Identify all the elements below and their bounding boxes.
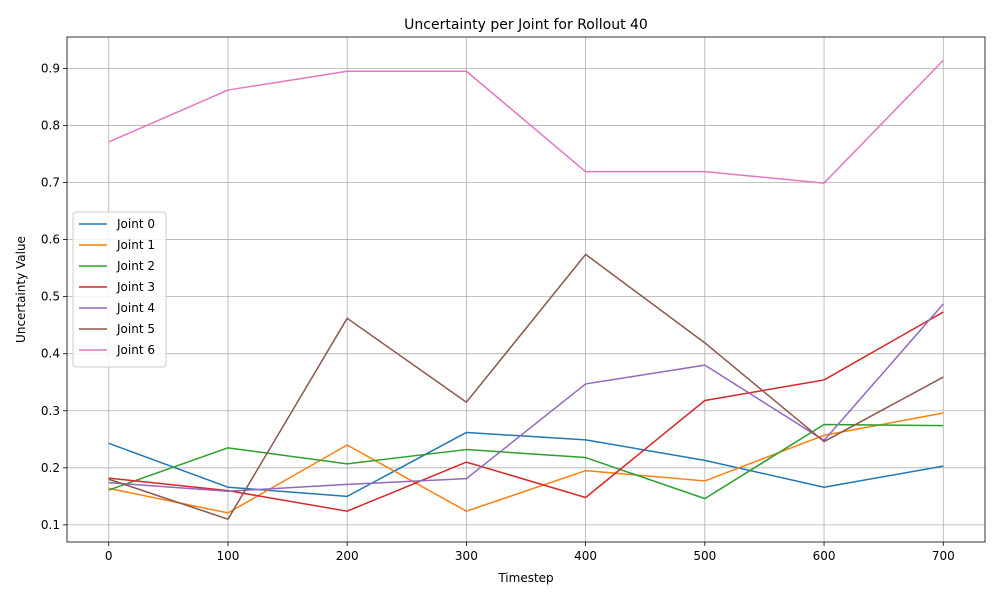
y-tick-label: 0.3 — [41, 404, 60, 418]
legend-label: Joint 3 — [116, 280, 155, 294]
x-tick-label: 200 — [336, 549, 359, 563]
y-tick-label: 0.4 — [41, 347, 60, 361]
y-tick-label: 0.2 — [41, 461, 60, 475]
x-tick-label: 700 — [932, 549, 955, 563]
series-line-joint-4 — [108, 303, 944, 492]
series-line-joint-6 — [108, 59, 944, 184]
x-tick-label: 300 — [455, 549, 478, 563]
series-line-joint-1 — [108, 412, 944, 514]
legend-label: Joint 2 — [116, 259, 155, 273]
y-tick-label: 0.1 — [41, 518, 60, 532]
chart-title: Uncertainty per Joint for Rollout 40 — [404, 17, 648, 33]
x-tick-label: 0 — [105, 549, 113, 563]
legend-label: Joint 4 — [116, 301, 155, 315]
y-tick-label: 0.8 — [41, 118, 60, 132]
legend-label: Joint 1 — [116, 238, 155, 252]
series-line-joint-5 — [108, 253, 944, 520]
legend: Joint 0 Joint 1 Joint 2 Joint 3 Joint 4 Joint… — [72, 211, 167, 368]
grid — [67, 37, 985, 542]
y-tick-label: 0.7 — [41, 176, 60, 190]
legend-label: Joint 0 — [116, 217, 155, 231]
y-tick-label: 0.9 — [41, 61, 60, 75]
y-tick-label: 0.6 — [41, 233, 60, 247]
y-axis: 0.1 0.2 0.3 0.4 0.5 0.6 0.7 0.8 0.9 — [41, 61, 67, 532]
y-axis-label: Uncertainty Value — [14, 236, 28, 343]
x-tick-label: 500 — [693, 549, 716, 563]
series-line-joint-3 — [108, 311, 944, 512]
x-tick-label: 400 — [574, 549, 597, 563]
x-tick-label: 600 — [813, 549, 836, 563]
series-line-joint-2 — [108, 423, 944, 500]
legend-label: Joint 5 — [116, 322, 155, 336]
plot-frame — [66, 36, 986, 543]
x-tick-label: 100 — [216, 549, 239, 563]
x-axis: 0 100 200 300 400 500 600 700 — [105, 542, 955, 563]
y-tick-label: 0.5 — [41, 290, 60, 304]
legend-label: Joint 6 — [116, 343, 155, 357]
series-line-joint-0 — [108, 431, 944, 498]
x-axis-label: Timestep — [497, 571, 553, 585]
series-lines — [108, 59, 944, 520]
